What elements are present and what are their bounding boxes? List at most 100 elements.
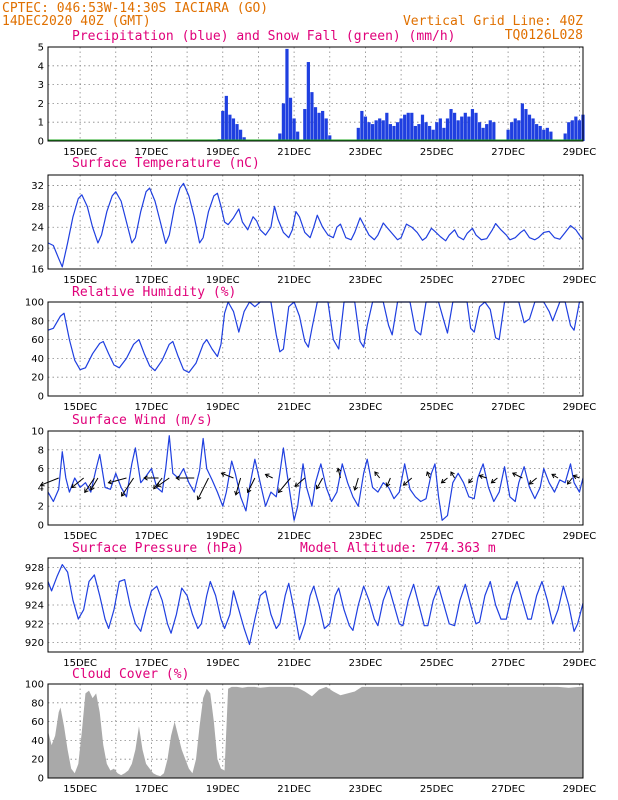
wind-vector — [573, 475, 580, 479]
precip-bar — [278, 133, 282, 141]
humidity-xtick: 21DEC — [277, 402, 311, 413]
precip-bar — [520, 103, 524, 141]
header-date: 14DEC2020 40Z (GMT) — [2, 14, 151, 29]
wind-vector — [491, 477, 498, 484]
humidity-line — [47, 301, 583, 374]
temp-title: Surface Temperature (nC) — [72, 156, 260, 171]
temp-xtick: 21DEC — [277, 275, 311, 286]
cloud-ytick: 60 — [31, 717, 44, 728]
precip-bar — [538, 125, 542, 141]
wind-vector-head — [566, 479, 572, 485]
precip-bar — [238, 129, 243, 141]
precip-bar — [563, 133, 567, 141]
wind-panel: 0 2 4 6 8 10 15DEC 17DEC 19DEC 21DEC 23DEC 25DEC 27D… — [31, 427, 596, 543]
wind-vector — [512, 472, 523, 479]
precip-bar — [481, 127, 485, 141]
wind-vector — [90, 477, 99, 491]
precip-bar — [224, 95, 228, 141]
wind-vector-head — [294, 482, 300, 488]
precip-bar — [442, 127, 446, 141]
humidity-ytick: 60 — [31, 335, 44, 346]
precip-bar — [492, 122, 496, 141]
cloud-xtick: 19DEC — [206, 784, 240, 795]
precip-bar — [485, 124, 489, 141]
precip-bar — [395, 122, 400, 141]
precip-xtick: 25DEC — [420, 147, 454, 158]
pressure-xtick: 25DEC — [420, 658, 454, 669]
humidity-frame — [47, 301, 584, 397]
wind-ytick: 6 — [38, 464, 44, 475]
wind-xtick: 23DEC — [349, 531, 383, 542]
wind-vector-head — [277, 488, 283, 494]
precip-bar — [567, 122, 571, 141]
precip-bar — [474, 112, 478, 141]
humidity-ytick: 100 — [25, 298, 44, 309]
precip-bar — [328, 135, 332, 141]
temp-xtick: 23DEC — [349, 275, 383, 286]
precip-bar — [524, 109, 528, 141]
temp-ytick: 20 — [31, 244, 44, 255]
wind-vector-head — [353, 486, 359, 491]
cloud-ytick: 0 — [38, 774, 44, 785]
precip-bar — [535, 124, 539, 141]
cloud-panel: 0 20 40 60 80 100 15DEC 17DEC 19DEC 21DEC 23DEC 25D… — [25, 680, 596, 796]
cloud-xtick: 29DEC — [563, 784, 597, 795]
wind-vector-head — [511, 472, 517, 477]
precip-bar — [460, 116, 464, 141]
precip-bar — [449, 109, 453, 141]
wind-vector — [441, 477, 448, 484]
wind-vector — [468, 477, 473, 484]
wind-xtick: 17DEC — [135, 531, 169, 542]
precip-bar — [321, 110, 325, 141]
precip-bar — [428, 125, 432, 141]
precip-bar — [467, 116, 471, 141]
pressure-ytick: 926 — [25, 582, 44, 593]
precip-bar — [388, 124, 393, 141]
precip-bar — [235, 124, 239, 141]
wind-vector — [247, 477, 256, 493]
wind-vector-head — [153, 484, 158, 490]
pressure-xtick: 19DEC — [206, 658, 240, 669]
pressure-xtick: 15DEC — [63, 658, 97, 669]
precip-bar — [385, 112, 389, 141]
precip-xtick: 15DEC — [63, 147, 97, 158]
wind-vector — [108, 477, 127, 484]
cloud-ytick: 40 — [31, 736, 44, 747]
precip-bar — [374, 120, 378, 141]
header-station: CPTEC: 046:53W-14:30S IACIARA (GO) — [2, 1, 268, 16]
wind-vector-head — [84, 488, 89, 494]
humidity-xtick: 19DEC — [206, 402, 240, 413]
pressure-ytick: 924 — [25, 601, 44, 612]
plot-panels: 0 1 2 3 4 5 15DEC 17DEC 19DEC 21DEC 23DEC 25DEC 27DE… — [25, 43, 596, 796]
precip-bar — [381, 120, 385, 141]
header-code: TQ0126L028 — [505, 28, 583, 43]
precip-bar — [285, 48, 289, 141]
precip-xtick: 23DEC — [349, 147, 383, 158]
precip-bar — [527, 114, 532, 141]
precip-bar — [378, 118, 382, 141]
precip-bar — [313, 107, 318, 141]
precip-bar — [424, 122, 428, 141]
precip-bar — [292, 118, 296, 141]
wind-vector-head — [220, 471, 226, 477]
humidity-xtick: 23DEC — [349, 402, 383, 413]
temp-frame — [47, 174, 584, 270]
precip-bar — [317, 112, 321, 141]
pressure-ytick: 922 — [25, 619, 44, 630]
wind-vector — [221, 472, 234, 479]
humidity-xtick: 27DEC — [491, 402, 525, 413]
temp-xtick: 25DEC — [420, 275, 454, 286]
wind-vector — [450, 471, 456, 479]
precip-bar — [367, 122, 371, 141]
temp-xtick: 15DEC — [63, 275, 97, 286]
pressure-panel: 920 922 924 926 928 15DEC 17DEC 19DEC 21DEC 23DEC… — [25, 557, 596, 669]
precip-bar — [417, 124, 421, 141]
wind-xtick: 27DEC — [491, 531, 525, 542]
wind-vector-head — [468, 478, 473, 484]
precip-bar — [303, 109, 307, 141]
precip-xtick: 17DEC — [135, 147, 169, 158]
wind-vector-head — [450, 471, 455, 477]
wind-ytick: 4 — [38, 483, 44, 494]
precip-bar — [420, 114, 425, 141]
wind-xtick: 29DEC — [563, 531, 597, 542]
